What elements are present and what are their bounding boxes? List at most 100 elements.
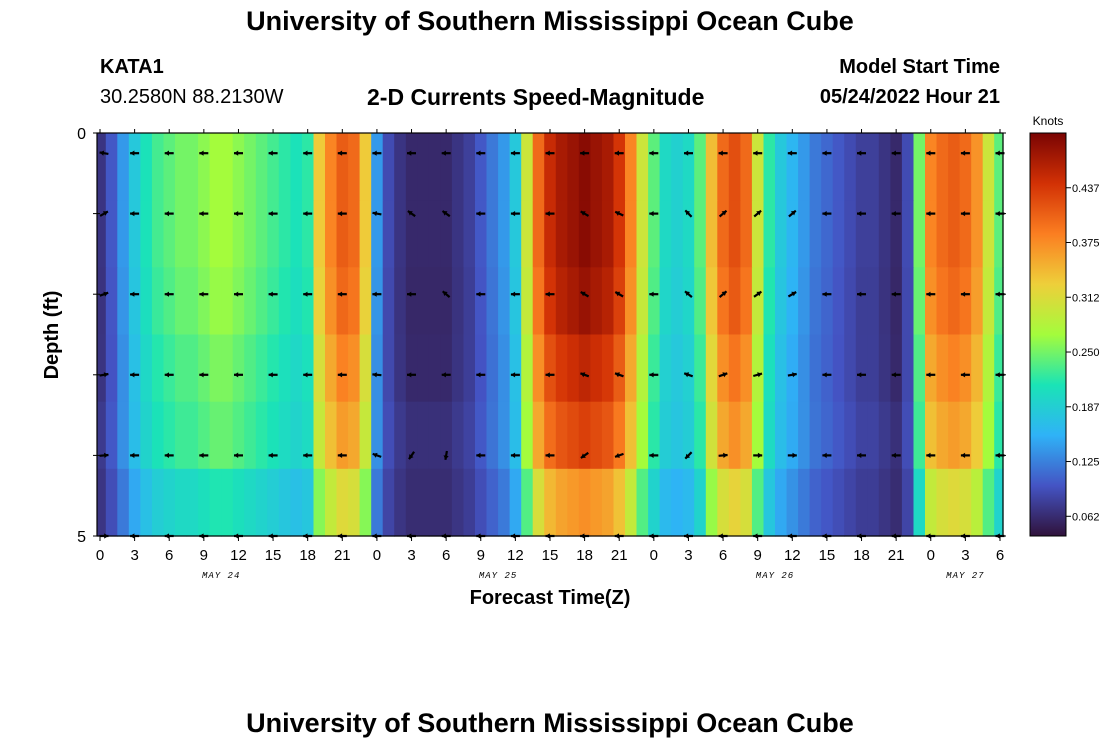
heatmap-cell bbox=[751, 334, 764, 403]
current-vector bbox=[337, 211, 347, 217]
heatmap-cell bbox=[475, 200, 488, 268]
heatmap-cell bbox=[913, 401, 926, 470]
vector-head bbox=[891, 291, 896, 297]
heatmap-cell bbox=[278, 334, 291, 403]
vector-head bbox=[723, 452, 728, 458]
heatmap-cell bbox=[705, 401, 718, 470]
heatmap-cell bbox=[509, 401, 522, 470]
heatmap-cell bbox=[97, 133, 107, 201]
x-tick-label: 15 bbox=[265, 547, 282, 564]
heatmap-cell bbox=[798, 200, 811, 268]
current-vector bbox=[268, 452, 278, 458]
heatmap-cell bbox=[151, 468, 164, 537]
current-vector bbox=[99, 291, 109, 297]
current-vector bbox=[130, 452, 140, 458]
heatmap-cell bbox=[855, 267, 868, 336]
heatmap-cell bbox=[255, 200, 268, 268]
x-tick-label: 6 bbox=[996, 547, 1004, 564]
vector-head bbox=[891, 150, 896, 156]
heatmap-cell bbox=[175, 334, 188, 403]
heatmap-cell bbox=[532, 267, 545, 336]
y-axis: 05 bbox=[77, 126, 1006, 546]
current-vector bbox=[372, 211, 382, 217]
heatmap-cell bbox=[405, 200, 418, 268]
vector-head bbox=[234, 211, 239, 217]
heatmap-cell bbox=[348, 334, 361, 403]
x-tick-label: 0 bbox=[373, 547, 381, 564]
heatmap-cell bbox=[325, 401, 338, 470]
heatmap-cell bbox=[832, 267, 845, 336]
station-coords: 30.2580N 88.2130W bbox=[100, 86, 284, 108]
current-vector bbox=[788, 209, 797, 218]
x-tick-label: 18 bbox=[576, 547, 593, 564]
heatmap-cell bbox=[936, 468, 949, 537]
colorbar-label: Knots bbox=[1033, 114, 1064, 128]
heatmap-cell bbox=[648, 267, 661, 336]
heatmap-cell bbox=[336, 267, 349, 336]
heatmap-cell bbox=[775, 267, 788, 336]
current-vector bbox=[545, 291, 555, 297]
x-tick-label: 18 bbox=[299, 547, 316, 564]
vector-head bbox=[891, 372, 896, 378]
heatmap-cell bbox=[371, 334, 384, 403]
heatmap-cell bbox=[117, 468, 130, 537]
current-vector bbox=[926, 452, 936, 458]
vector-head bbox=[857, 372, 862, 378]
current-vector bbox=[510, 291, 520, 297]
heatmap-cell bbox=[648, 334, 661, 403]
current-vector bbox=[614, 291, 624, 298]
heatmap-cell bbox=[544, 468, 557, 537]
current-vector bbox=[303, 452, 313, 458]
current-vector bbox=[822, 452, 832, 458]
heatmap-cell bbox=[775, 200, 788, 268]
heatmap-cell bbox=[163, 267, 176, 336]
vector-head bbox=[926, 291, 931, 297]
current-vector bbox=[234, 452, 243, 458]
heatmap-cell bbox=[959, 267, 972, 336]
current-vector bbox=[130, 150, 140, 156]
vector-head bbox=[721, 291, 727, 296]
heatmap-cell bbox=[255, 267, 268, 336]
heatmap-cell bbox=[705, 200, 718, 268]
vector-head bbox=[303, 211, 308, 217]
heatmap-cell bbox=[371, 468, 384, 537]
heatmap-cell bbox=[728, 468, 741, 537]
heatmap-cell bbox=[763, 468, 776, 537]
heatmap-cell bbox=[959, 401, 972, 470]
heatmap-cell bbox=[901, 133, 914, 201]
heatmap-cell bbox=[359, 267, 372, 336]
heatmap-cell bbox=[440, 468, 453, 537]
x-tick-label: 15 bbox=[542, 547, 559, 564]
x-tick-label: 0 bbox=[927, 547, 935, 564]
heatmap-cell bbox=[971, 334, 984, 403]
heatmap-cell bbox=[544, 133, 557, 201]
heatmap-cell bbox=[267, 468, 280, 537]
heatmap-cell bbox=[521, 468, 534, 537]
heatmap-cell bbox=[244, 334, 257, 403]
heatmap-cell bbox=[682, 468, 695, 537]
heatmap-cell bbox=[140, 133, 153, 201]
chart-subtitle: 2-D Currents Speed-Magnitude bbox=[367, 84, 705, 110]
current-vector bbox=[337, 452, 347, 458]
heatmap-cell bbox=[290, 267, 303, 336]
heatmap-cell bbox=[567, 401, 580, 470]
y-tick-label: 0 bbox=[77, 126, 86, 143]
heatmap-cell bbox=[151, 334, 164, 403]
heatmap-cell bbox=[486, 468, 499, 537]
vector-head bbox=[891, 211, 896, 217]
heatmap-cell bbox=[890, 401, 903, 470]
vector-head bbox=[303, 452, 308, 458]
vector-head bbox=[960, 150, 966, 156]
heatmap-cell bbox=[728, 267, 741, 336]
x-tick-label: 3 bbox=[407, 547, 415, 564]
current-vector bbox=[718, 290, 728, 298]
current-vector bbox=[822, 211, 832, 217]
heatmap-cell bbox=[359, 468, 372, 537]
heatmap-cell bbox=[186, 468, 199, 537]
heatmap-cell bbox=[913, 334, 926, 403]
vector-head bbox=[268, 150, 273, 156]
vector-head bbox=[960, 372, 966, 378]
heatmap-cell bbox=[567, 267, 580, 336]
heatmap-cell bbox=[763, 133, 776, 201]
heatmap-cell bbox=[717, 468, 730, 537]
